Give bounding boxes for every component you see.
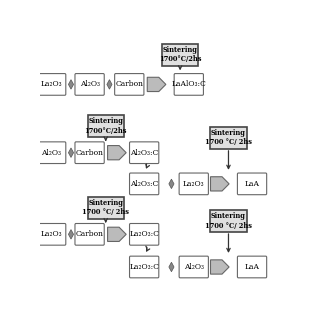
Text: La₂O₃:C: La₂O₃:C	[129, 230, 159, 238]
FancyBboxPatch shape	[237, 256, 267, 278]
Text: La₂O₃: La₂O₃	[40, 230, 62, 238]
Polygon shape	[169, 262, 174, 272]
Polygon shape	[169, 179, 174, 188]
Text: Sintering
1700 °C/ 2hs: Sintering 1700 °C/ 2hs	[82, 199, 129, 216]
FancyBboxPatch shape	[162, 44, 198, 66]
FancyBboxPatch shape	[75, 74, 104, 95]
FancyBboxPatch shape	[75, 223, 104, 245]
Text: Al₂O₃: Al₂O₃	[184, 263, 204, 271]
Text: Carbon: Carbon	[76, 149, 104, 157]
Polygon shape	[68, 229, 74, 239]
FancyBboxPatch shape	[179, 256, 208, 278]
FancyBboxPatch shape	[179, 173, 208, 195]
FancyBboxPatch shape	[174, 74, 204, 95]
FancyBboxPatch shape	[130, 223, 159, 245]
Text: LaA: LaA	[244, 180, 260, 188]
Text: Al₂O₃: Al₂O₃	[80, 80, 100, 88]
Text: Al₂O₃:C: Al₂O₃:C	[130, 180, 158, 188]
FancyBboxPatch shape	[75, 142, 104, 164]
Text: La₂O₃:C: La₂O₃:C	[129, 263, 159, 271]
Text: Sintering
1700°C/2hs: Sintering 1700°C/2hs	[84, 117, 127, 135]
FancyArrow shape	[211, 177, 229, 191]
Text: La₂O₃: La₂O₃	[183, 180, 204, 188]
Text: Carbon: Carbon	[115, 80, 143, 88]
FancyBboxPatch shape	[130, 142, 159, 164]
Text: Carbon: Carbon	[76, 230, 104, 238]
FancyBboxPatch shape	[36, 223, 66, 245]
FancyBboxPatch shape	[210, 210, 247, 232]
FancyBboxPatch shape	[130, 256, 159, 278]
FancyBboxPatch shape	[36, 74, 66, 95]
Text: Al₂O₃:C: Al₂O₃:C	[130, 149, 158, 157]
FancyArrow shape	[108, 146, 126, 160]
Text: LaAlO₃:C: LaAlO₃:C	[172, 80, 206, 88]
FancyBboxPatch shape	[115, 74, 144, 95]
FancyBboxPatch shape	[88, 115, 124, 137]
FancyArrow shape	[147, 77, 166, 92]
FancyBboxPatch shape	[210, 127, 247, 149]
FancyArrow shape	[108, 227, 126, 242]
Text: LaA: LaA	[244, 263, 260, 271]
FancyBboxPatch shape	[36, 142, 66, 164]
Polygon shape	[68, 148, 74, 157]
FancyArrow shape	[211, 260, 229, 274]
Text: Al₂O₃: Al₂O₃	[41, 149, 61, 157]
Polygon shape	[68, 80, 74, 89]
Text: Sintering
1700°C/2hs: Sintering 1700°C/2hs	[159, 46, 201, 63]
FancyBboxPatch shape	[237, 173, 267, 195]
Polygon shape	[107, 80, 112, 89]
Text: Sintering
1700 °C/ 2hs: Sintering 1700 °C/ 2hs	[205, 129, 252, 147]
FancyBboxPatch shape	[88, 196, 124, 219]
Text: La₂O₃: La₂O₃	[40, 80, 62, 88]
Text: Sintering
1700 °C/ 2hs: Sintering 1700 °C/ 2hs	[205, 212, 252, 229]
FancyBboxPatch shape	[130, 173, 159, 195]
